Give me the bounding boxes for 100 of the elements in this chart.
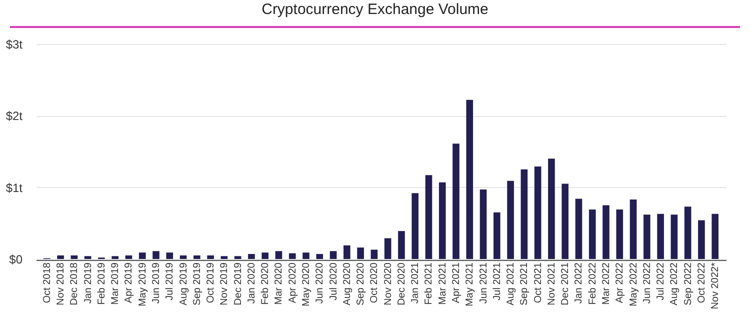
x-tick-label: Apr 2021 [451, 262, 462, 304]
bar [520, 169, 528, 259]
bar [152, 251, 160, 259]
bar [630, 200, 637, 259]
x-tick-label: Nov 2020 [382, 262, 394, 306]
bar [684, 206, 692, 259]
x-tick-label: Jul 2022 [656, 262, 667, 300]
bar [180, 255, 187, 259]
x-tick-label: Jun 2020 [314, 262, 326, 304]
bar [344, 245, 350, 259]
bar [370, 250, 378, 259]
x-tick-label: Mar 2019 [110, 262, 122, 305]
bar [357, 248, 364, 259]
bar [562, 184, 568, 259]
x-tick-label: Sep 2019 [192, 262, 203, 306]
bar [316, 254, 324, 259]
x-tick-label: Jan 2022 [574, 262, 585, 304]
x-tick-label: Dec 2020 [396, 262, 408, 306]
x-tick-label: Dec 2018 [69, 262, 80, 306]
bar [220, 256, 228, 259]
bar [207, 255, 214, 259]
y-tick-label: $1t [6, 180, 24, 195]
bar [166, 252, 174, 259]
bar [698, 220, 705, 259]
bar [480, 189, 487, 259]
bar [234, 256, 242, 259]
bar [330, 251, 337, 259]
x-tick-label: Dec 2021 [560, 262, 572, 306]
x-tick-label: Oct 2020 [369, 262, 380, 304]
x-tick-label: Oct 2022 [696, 262, 708, 304]
x-tick-label: May 2019 [137, 262, 148, 306]
bar [384, 238, 392, 259]
bar [275, 251, 282, 259]
x-tick-label: Jun 2021 [478, 262, 490, 304]
bar [452, 144, 460, 259]
bar [494, 212, 500, 259]
x-tick-label: May 2022 [628, 262, 640, 306]
x-tick-label: Sep 2022 [682, 262, 694, 306]
x-tick-label: Aug 2019 [178, 262, 190, 306]
bar [588, 210, 596, 259]
y-tick-label: $0 [9, 252, 23, 266]
bar [438, 182, 446, 259]
x-tick-label: Nov 2019 [219, 262, 230, 306]
x-tick-label: Feb 2022 [587, 262, 598, 305]
bar [57, 255, 64, 259]
bar [575, 198, 582, 259]
x-tick-label: Mar 2021 [437, 262, 448, 305]
bar [138, 252, 146, 259]
x-tick-label: Jun 2019 [151, 262, 162, 304]
bar [112, 256, 118, 259]
x-tick-label: Apr 2020 [287, 262, 298, 304]
x-tick-label: Apr 2022 [614, 262, 626, 304]
y-tick-label: $3t [6, 38, 24, 52]
x-tick-label: Mar 2020 [274, 262, 285, 305]
x-tick-label: Jan 2020 [246, 262, 258, 304]
chart-title: Cryptocurrency Exchange Volume [260, 0, 490, 20]
bar [288, 253, 296, 259]
bar [262, 252, 268, 259]
bar [644, 214, 650, 259]
x-tick-label: Aug 2022 [669, 262, 680, 306]
bar [398, 231, 405, 259]
bar [466, 100, 474, 259]
x-tick-label: Apr 2019 [124, 262, 135, 304]
x-tick-label: Jan 2019 [82, 262, 94, 304]
x-tick-label: Dec 2019 [232, 262, 244, 306]
x-tick-label: Oct 2018 [42, 262, 53, 304]
x-tick-label: Feb 2020 [260, 262, 272, 305]
x-tick-label: Jul 2021 [492, 262, 503, 300]
x-tick-label: Mar 2022 [601, 262, 612, 305]
bar [602, 205, 610, 259]
x-tick-label: Jan 2021 [410, 262, 422, 304]
x-tick-label: Aug 2020 [342, 262, 353, 306]
bar [507, 180, 514, 259]
x-tick-label: Jul 2020 [328, 262, 340, 300]
x-tick-label: Oct 2019 [206, 262, 217, 304]
x-tick-label: Nov 2018 [56, 262, 67, 306]
x-tick-label: Feb 2021 [424, 262, 435, 305]
bar [670, 214, 678, 259]
bar [248, 254, 255, 259]
bar [616, 210, 624, 259]
bar [302, 252, 310, 259]
bar [194, 255, 200, 259]
x-tick-label: Sep 2021 [519, 262, 530, 306]
bar [412, 193, 418, 259]
x-tick-label: Nov 2021 [546, 262, 558, 306]
bar [534, 166, 542, 259]
x-tick-label: Oct 2021 [532, 262, 544, 304]
y-tick-label: $2t [6, 109, 24, 124]
bar [84, 256, 92, 259]
x-tick-label: Jul 2019 [164, 262, 176, 300]
x-tick-label: Aug 2021 [506, 262, 517, 306]
x-tick-label: Feb 2019 [96, 262, 108, 305]
x-tick-label: Sep 2020 [356, 262, 367, 306]
bar [125, 255, 132, 259]
x-tick-label: May 2020 [301, 262, 312, 306]
bar [548, 158, 555, 259]
x-tick-label: Nov 2022* [710, 262, 722, 310]
bar [712, 214, 718, 259]
x-tick-label: Jun 2022 [642, 262, 653, 304]
x-tick-label: May 2021 [464, 262, 476, 306]
